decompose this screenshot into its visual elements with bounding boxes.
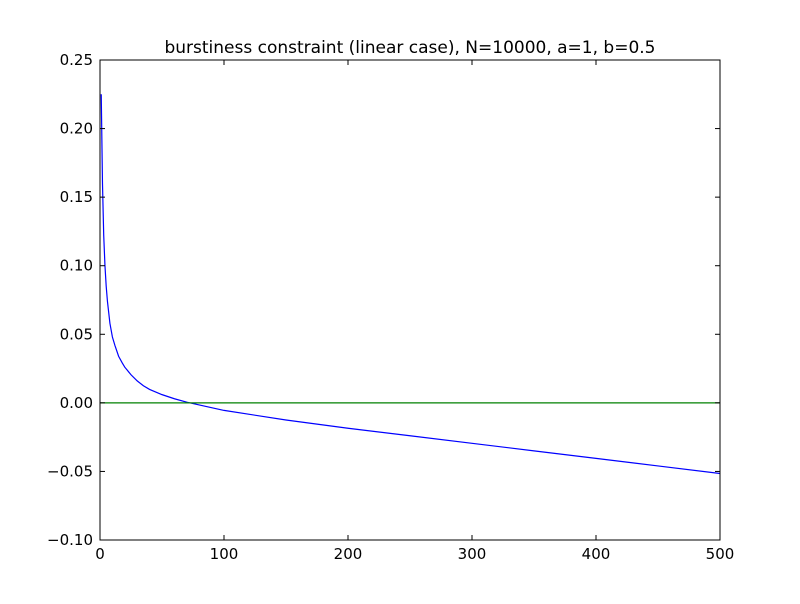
series-layer xyxy=(100,94,721,475)
y-tick-label: 0.25 xyxy=(60,51,93,69)
plot-frame xyxy=(99,59,721,541)
y-tick-label: 0.20 xyxy=(60,120,93,138)
y-tick-label: 0.00 xyxy=(60,394,93,412)
y-tick-label: −0.10 xyxy=(47,531,93,549)
y-tick-label: −0.05 xyxy=(47,462,93,480)
chart-title: burstiness constraint (linear case), N=1… xyxy=(164,38,655,58)
x-tick-label: 300 xyxy=(458,545,487,563)
y-tick-label: 0.10 xyxy=(60,257,93,275)
series-line-0 xyxy=(100,94,721,475)
x-tick-label: 500 xyxy=(706,545,735,563)
x-axis: 0 100 200 300 400 500 xyxy=(95,60,734,563)
x-tick-label: 400 xyxy=(582,545,611,563)
x-tick-label: 0 xyxy=(95,545,105,563)
y-axis: −0.10 −0.05 0.00 0.05 0.10 0.15 0.20 0.25 xyxy=(47,51,720,549)
x-tick-label: 200 xyxy=(334,545,363,563)
y-tick-label: 0.15 xyxy=(60,188,93,206)
x-tick-label: 100 xyxy=(210,545,239,563)
y-tick-label: 0.05 xyxy=(60,325,93,343)
